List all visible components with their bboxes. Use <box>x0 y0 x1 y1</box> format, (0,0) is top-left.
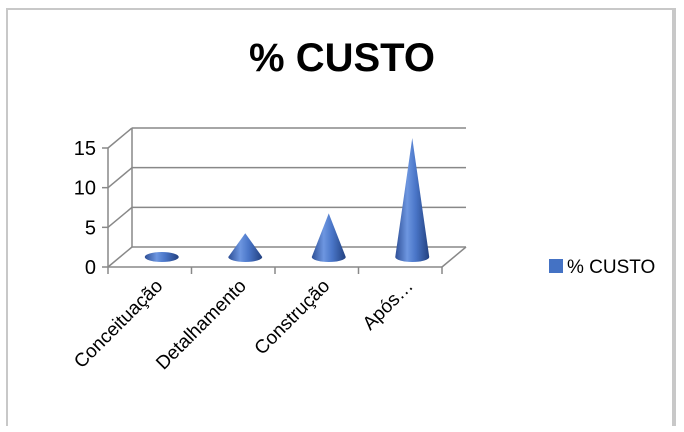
chart-frame <box>6 8 676 426</box>
bar-cone <box>395 138 430 262</box>
chart-title: % CUSTO <box>249 36 435 80</box>
gridline-diagonal <box>107 167 133 189</box>
x-tick-label: Após… <box>359 276 418 335</box>
gridline-diagonal <box>107 206 133 228</box>
floor-edge <box>441 246 467 268</box>
y-tick-label: 5 <box>85 217 96 239</box>
y-tick-label: 10 <box>74 178 96 200</box>
bar-cone <box>228 233 263 262</box>
bar-cone <box>311 213 346 262</box>
y-tick-label: 15 <box>74 138 96 160</box>
gridline-diagonal <box>107 246 133 268</box>
x-tick-label: Construção <box>251 276 335 360</box>
legend-swatch <box>549 259 563 273</box>
y-tick-label: 0 <box>85 257 96 279</box>
bar-cone <box>144 252 179 262</box>
legend-label: % CUSTO <box>567 257 655 278</box>
gridline-diagonal <box>107 127 133 149</box>
